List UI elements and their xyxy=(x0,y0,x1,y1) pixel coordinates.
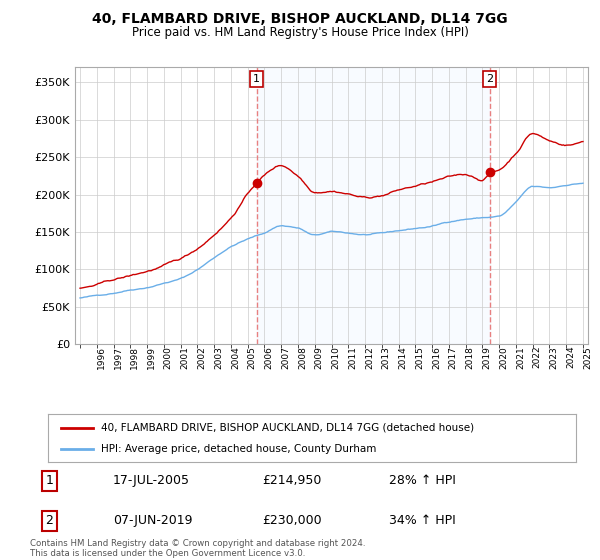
Text: 2024: 2024 xyxy=(566,346,575,368)
Text: 1999: 1999 xyxy=(147,346,156,369)
Text: 40, FLAMBARD DRIVE, BISHOP AUCKLAND, DL14 7GG: 40, FLAMBARD DRIVE, BISHOP AUCKLAND, DL1… xyxy=(92,12,508,26)
Text: 2010: 2010 xyxy=(331,346,341,368)
Text: Price paid vs. HM Land Registry's House Price Index (HPI): Price paid vs. HM Land Registry's House … xyxy=(131,26,469,39)
Text: 2007: 2007 xyxy=(281,346,290,368)
Text: 2023: 2023 xyxy=(550,346,559,368)
Text: 2012: 2012 xyxy=(365,346,374,368)
Text: 1997: 1997 xyxy=(113,346,122,369)
Text: 2017: 2017 xyxy=(449,346,458,368)
Text: 2008: 2008 xyxy=(298,346,307,368)
Text: 2002: 2002 xyxy=(197,346,206,368)
Text: 2001: 2001 xyxy=(181,346,190,368)
Text: 2013: 2013 xyxy=(382,346,391,368)
Text: 2019: 2019 xyxy=(482,346,491,368)
Text: 40, FLAMBARD DRIVE, BISHOP AUCKLAND, DL14 7GG (detached house): 40, FLAMBARD DRIVE, BISHOP AUCKLAND, DL1… xyxy=(101,423,474,433)
Bar xyxy=(257,67,490,344)
Text: 2011: 2011 xyxy=(348,346,357,368)
Text: 07-JUN-2019: 07-JUN-2019 xyxy=(113,515,193,528)
Text: 1998: 1998 xyxy=(130,346,139,369)
Text: 2015: 2015 xyxy=(415,346,424,368)
Text: 28% ↑ HPI: 28% ↑ HPI xyxy=(389,474,455,487)
Text: 1996: 1996 xyxy=(97,346,106,369)
Text: 2020: 2020 xyxy=(499,346,508,368)
Text: 2009: 2009 xyxy=(315,346,324,368)
Text: 2003: 2003 xyxy=(214,346,223,368)
Text: 2: 2 xyxy=(486,74,493,84)
Text: 1: 1 xyxy=(253,74,260,84)
Text: 2014: 2014 xyxy=(398,346,407,368)
Text: 2000: 2000 xyxy=(164,346,173,368)
Text: 17-JUL-2005: 17-JUL-2005 xyxy=(113,474,190,487)
Text: 2006: 2006 xyxy=(265,346,274,368)
Text: 34% ↑ HPI: 34% ↑ HPI xyxy=(389,515,455,528)
Text: 2021: 2021 xyxy=(516,346,525,368)
Text: 2022: 2022 xyxy=(533,346,542,368)
Text: 2016: 2016 xyxy=(432,346,441,368)
Text: 2004: 2004 xyxy=(231,346,240,368)
Text: 2005: 2005 xyxy=(248,346,257,368)
Text: £214,950: £214,950 xyxy=(262,474,321,487)
Text: HPI: Average price, detached house, County Durham: HPI: Average price, detached house, Coun… xyxy=(101,444,376,454)
Text: 1: 1 xyxy=(46,474,53,487)
Text: 2018: 2018 xyxy=(466,346,475,368)
Text: 2025: 2025 xyxy=(583,346,592,368)
Text: Contains HM Land Registry data © Crown copyright and database right 2024.
This d: Contains HM Land Registry data © Crown c… xyxy=(30,539,365,558)
Text: 2: 2 xyxy=(46,515,53,528)
Text: £230,000: £230,000 xyxy=(262,515,322,528)
